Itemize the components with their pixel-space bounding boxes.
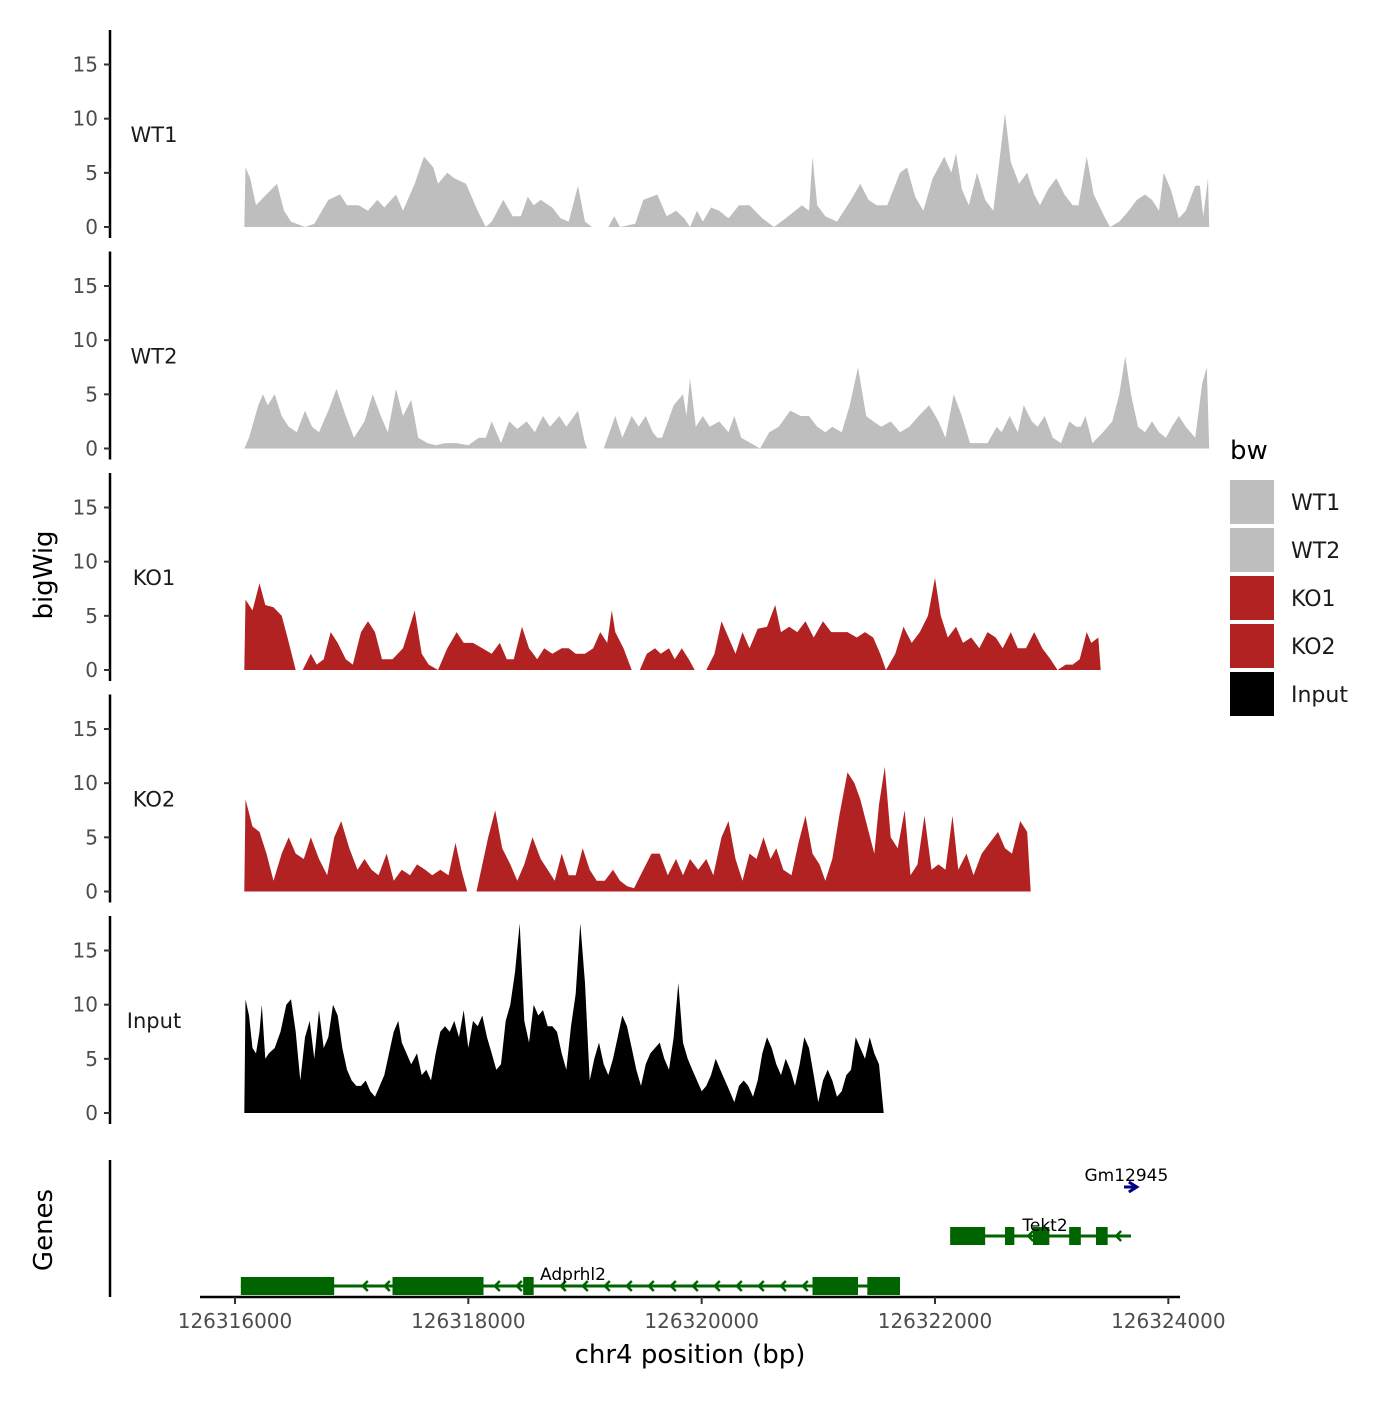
- exon: [1005, 1227, 1015, 1245]
- y-tick-label: 10: [73, 771, 98, 795]
- legend-key-wt2: [1230, 528, 1274, 572]
- y-tick-label: 0: [85, 1101, 98, 1125]
- strand-chevron: [1026, 1230, 1035, 1242]
- coverage-area-ko2: [244, 766, 1031, 892]
- gene-label: Adprhl2: [540, 1265, 606, 1285]
- y-tick-label: 15: [73, 496, 98, 520]
- gene-label: Gm12945: [1085, 1166, 1169, 1186]
- y-tick-label: 10: [73, 550, 98, 574]
- y-tick-label: 5: [85, 604, 98, 628]
- exon: [867, 1277, 900, 1295]
- track-label: WT2: [131, 345, 178, 369]
- strand-chevron: [1114, 1230, 1123, 1242]
- strand-chevron: [713, 1280, 721, 1292]
- strand-chevron: [493, 1280, 501, 1292]
- exon: [392, 1277, 484, 1295]
- exon: [1069, 1227, 1081, 1245]
- gene-gm12945: Gm12945: [1085, 1166, 1169, 1194]
- exon: [950, 1227, 986, 1245]
- y-axis-title: bigWig: [29, 530, 59, 619]
- y-tick-label: 15: [73, 717, 98, 741]
- y-tick-label: 0: [85, 880, 98, 904]
- panel-input: 0 5 10 15 Input: [73, 916, 884, 1125]
- legend-label: WT2: [1291, 539, 1340, 564]
- coverage-area-wt1: [244, 113, 1210, 227]
- y-tick-label: 10: [73, 993, 98, 1017]
- strand-chevron: [669, 1280, 677, 1292]
- strand-chevron: [559, 1280, 567, 1292]
- exon: [240, 1277, 335, 1295]
- coverage-area-ko1: [244, 577, 1101, 670]
- strand-chevron: [691, 1280, 699, 1292]
- gene-label: Tekt2: [1021, 1216, 1067, 1236]
- coverage-area-input: [244, 923, 884, 1113]
- x-tick-label: 126324000: [1111, 1309, 1226, 1333]
- strand-chevron: [603, 1280, 611, 1292]
- y-tick-label: 5: [85, 161, 98, 185]
- panel-wt2: 0 5 10 15 WT2: [73, 251, 1210, 461]
- gene-panel: Gm12945 Tekt2 Adprhl2: [108, 1160, 1169, 1297]
- coverage-panels: 0 5 10 15 WT1 0 5 10 15 WT2 0 5 10 15 KO1 0 5 10 15 KO2 0 5 10…: [73, 30, 1210, 1125]
- x-axis: 126316000 126318000 126320000 126322000 1263…: [178, 1295, 1226, 1333]
- track-label: Input: [127, 1009, 181, 1033]
- y-tick-label: 5: [85, 825, 98, 849]
- x-tick-label: 126320000: [644, 1309, 759, 1333]
- legend-label: WT1: [1291, 491, 1340, 516]
- y-tick-label: 15: [73, 53, 98, 77]
- strand-chevron: [515, 1280, 523, 1292]
- exon: [1096, 1227, 1108, 1245]
- strand-chevron: [581, 1280, 589, 1292]
- strand-chevron: [625, 1280, 633, 1292]
- strand-arrow: [1128, 1180, 1140, 1194]
- genes-axis-title: Genes: [29, 1189, 59, 1271]
- panel-ko2: 0 5 10 15 KO2: [73, 694, 1031, 904]
- legend-key-input: [1230, 672, 1274, 716]
- panel-ko1: 0 5 10 15 KO1: [73, 473, 1101, 682]
- y-tick-label: 0: [85, 658, 98, 682]
- legend-label: Input: [1291, 683, 1348, 708]
- y-tick-label: 5: [85, 1047, 98, 1071]
- x-tick-label: 126322000: [878, 1309, 993, 1333]
- y-tick-label: 0: [85, 215, 98, 239]
- legend-title: bw: [1230, 436, 1268, 466]
- x-tick-label: 126318000: [411, 1309, 526, 1333]
- exon: [812, 1277, 858, 1295]
- strand-chevron: [801, 1280, 809, 1292]
- y-tick-label: 0: [85, 437, 98, 461]
- y-tick-label: 10: [73, 107, 98, 131]
- strand-chevron: [757, 1280, 765, 1292]
- strand-chevron: [383, 1280, 391, 1292]
- track-label: KO2: [133, 788, 176, 812]
- legend-key-ko2: [1230, 624, 1274, 668]
- strand-chevron: [779, 1280, 787, 1292]
- legend-key-wt1: [1230, 480, 1274, 524]
- x-axis-title: chr4 position (bp): [575, 1340, 806, 1370]
- legend-label: KO1: [1291, 587, 1336, 612]
- legend-key-ko1: [1230, 576, 1274, 620]
- coverage-area-wt2: [244, 356, 1210, 449]
- track-label: WT1: [131, 123, 178, 147]
- legend-label: KO2: [1291, 635, 1336, 660]
- gene-adprhl2: Adprhl2: [240, 1265, 900, 1295]
- track-label: KO1: [133, 566, 176, 590]
- legend: bw WT1 WT2 KO1 KO2 Input: [1230, 436, 1348, 716]
- x-tick-label: 126316000: [178, 1309, 293, 1333]
- y-tick-label: 10: [73, 328, 98, 352]
- panel-wt1: 0 5 10 15 WT1: [73, 30, 1210, 239]
- gene-tekt2: Tekt2: [950, 1216, 1131, 1245]
- exon: [523, 1277, 534, 1295]
- exon: [1033, 1227, 1050, 1245]
- strand-chevron: [361, 1280, 369, 1292]
- y-tick-label: 5: [85, 382, 98, 406]
- y-tick-label: 15: [73, 939, 98, 963]
- strand-chevron: [735, 1280, 743, 1292]
- strand-chevron: [647, 1280, 655, 1292]
- y-tick-label: 15: [73, 274, 98, 298]
